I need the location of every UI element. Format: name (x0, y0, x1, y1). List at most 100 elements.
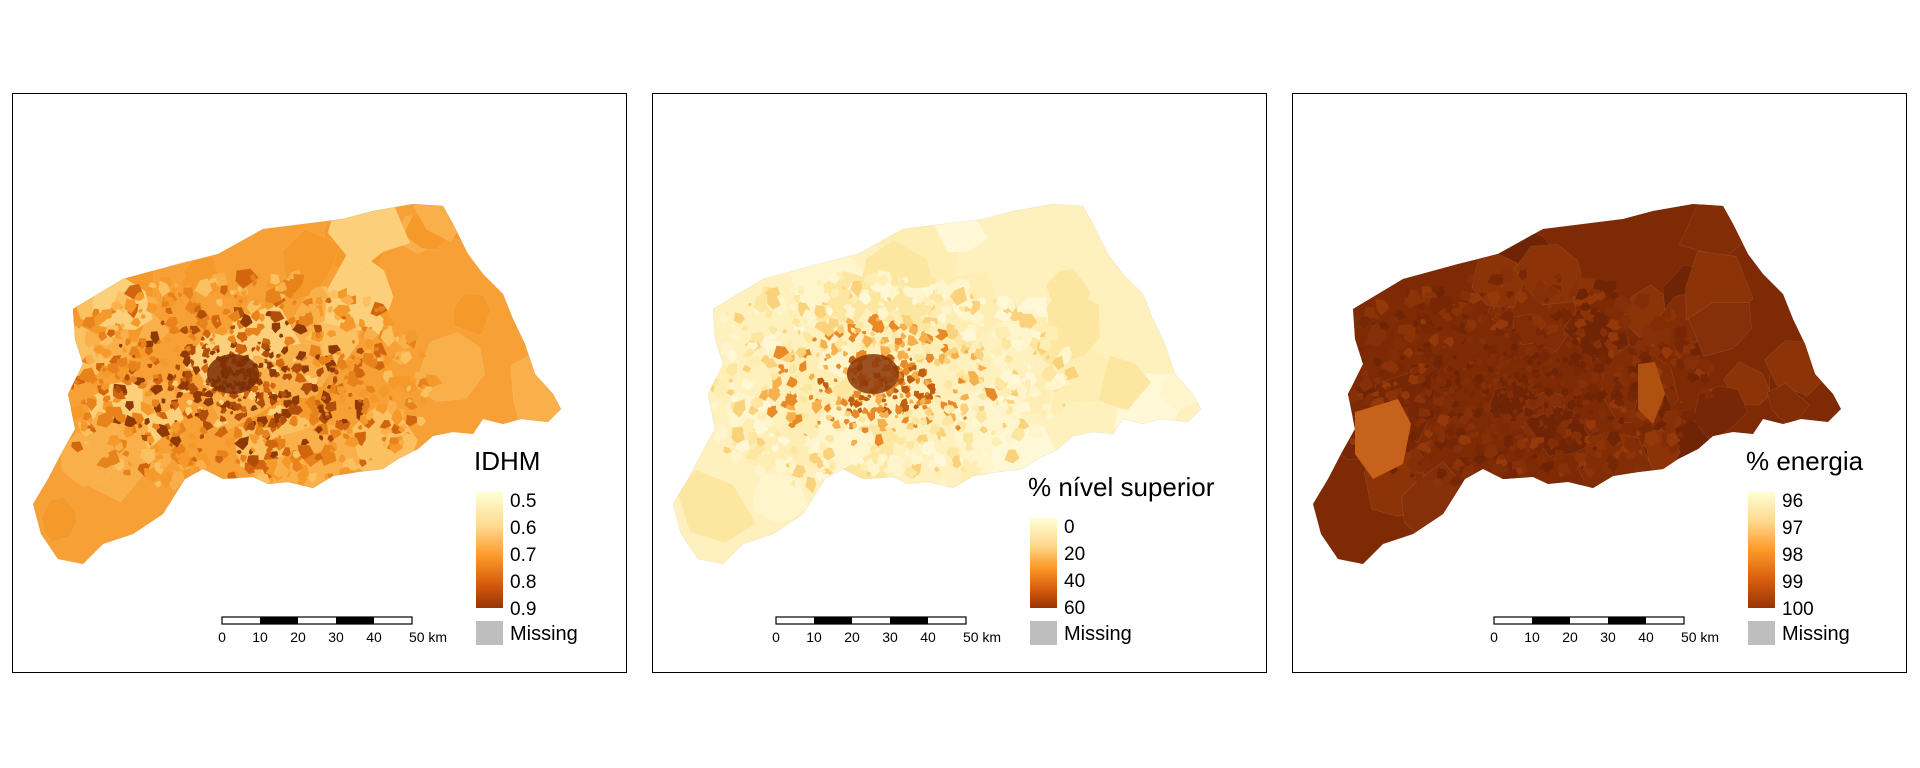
district-polygon (1434, 385, 1440, 391)
district-polygon (1571, 331, 1576, 337)
district-polygon (850, 327, 857, 333)
district-polygon (247, 390, 257, 401)
district-polygon (1611, 389, 1617, 395)
district-polygon (289, 417, 298, 427)
district-polygon (101, 367, 107, 373)
district-polygon (1636, 430, 1641, 437)
district-polygon (1433, 369, 1439, 374)
district-polygon (1589, 307, 1598, 316)
district-polygon (202, 420, 214, 432)
district-polygon (143, 381, 149, 385)
district-polygon (1498, 364, 1503, 370)
district-polygon (735, 439, 750, 453)
district-polygon (200, 336, 205, 341)
district-polygon (1560, 411, 1565, 417)
district-polygon (889, 433, 901, 443)
district-polygon (109, 355, 122, 366)
district-polygon (292, 358, 296, 362)
district-polygon (279, 390, 287, 398)
district-polygon (150, 384, 163, 396)
district-polygon (246, 455, 259, 468)
district-polygon (726, 389, 735, 396)
district-polygon (865, 412, 875, 422)
district-polygon (1358, 347, 1364, 351)
district-polygon (407, 399, 414, 404)
district-polygon (324, 473, 329, 480)
district-polygon (222, 308, 231, 315)
district-polygon (1372, 314, 1380, 320)
district-polygon (177, 382, 186, 390)
district-polygon (934, 466, 940, 473)
district-polygon (1409, 449, 1425, 463)
district-polygon (1415, 473, 1423, 483)
district-polygon (1361, 369, 1369, 378)
district-polygon (817, 451, 824, 458)
district-polygon (176, 391, 183, 398)
district-polygon (889, 309, 901, 320)
district-polygon (82, 412, 92, 421)
district-polygon (1433, 410, 1442, 418)
district-polygon (984, 387, 998, 402)
district-polygon (122, 347, 128, 353)
district-polygon (1586, 383, 1596, 395)
district-polygon (1447, 410, 1456, 418)
district-polygon (327, 305, 333, 314)
district-polygon (1001, 339, 1012, 351)
district-polygon (1534, 318, 1547, 332)
district-polygon (146, 302, 158, 314)
district-polygon (1016, 383, 1025, 395)
district-polygon (963, 416, 968, 421)
district-polygon (785, 412, 796, 423)
district-polygon (789, 286, 799, 294)
district-polygon (169, 325, 180, 335)
district-polygon (1011, 339, 1025, 352)
district-polygon (175, 364, 181, 371)
district-polygon (1498, 355, 1505, 362)
district-polygon (183, 287, 194, 300)
district-polygon (1617, 417, 1625, 425)
district-polygon (842, 350, 849, 357)
district-polygon (1504, 359, 1511, 366)
district-polygon (317, 387, 323, 393)
district-polygon (773, 345, 790, 360)
district-polygon (394, 336, 400, 343)
district-polygon (851, 408, 860, 419)
district-polygon (154, 480, 163, 488)
district-polygon (1045, 355, 1051, 360)
district-polygon (911, 288, 927, 304)
district-polygon (1518, 408, 1522, 413)
district-polygon (1474, 382, 1482, 390)
district-polygon (1554, 449, 1566, 460)
district-polygon (990, 437, 1003, 447)
district-polygon (300, 382, 312, 394)
district-polygon (762, 400, 772, 409)
district-polygon (814, 424, 819, 429)
district-polygon (917, 322, 931, 331)
district-polygon (745, 448, 760, 461)
district-polygon (1584, 364, 1590, 371)
district-polygon (1592, 353, 1598, 360)
district-polygon (905, 441, 915, 450)
district-polygon (1626, 391, 1638, 402)
district-polygon (250, 404, 258, 412)
district-polygon (1434, 303, 1444, 311)
district-polygon (1514, 433, 1525, 441)
district-polygon (861, 427, 869, 434)
district-polygon (1557, 277, 1562, 283)
district-polygon (280, 416, 287, 426)
district-polygon (762, 452, 771, 465)
district-polygon (1518, 396, 1524, 404)
district-polygon (408, 403, 418, 411)
district-polygon (993, 360, 1000, 367)
district-polygon (962, 432, 974, 446)
district-polygon (320, 390, 332, 406)
district-polygon (100, 383, 110, 391)
district-polygon (771, 443, 779, 453)
district-polygon (224, 400, 231, 409)
district-polygon (823, 446, 836, 461)
district-polygon (1431, 285, 1440, 293)
district-polygon (1461, 303, 1475, 317)
district-polygon (216, 401, 222, 407)
district-polygon (789, 304, 797, 313)
district-polygon (1700, 373, 1711, 385)
